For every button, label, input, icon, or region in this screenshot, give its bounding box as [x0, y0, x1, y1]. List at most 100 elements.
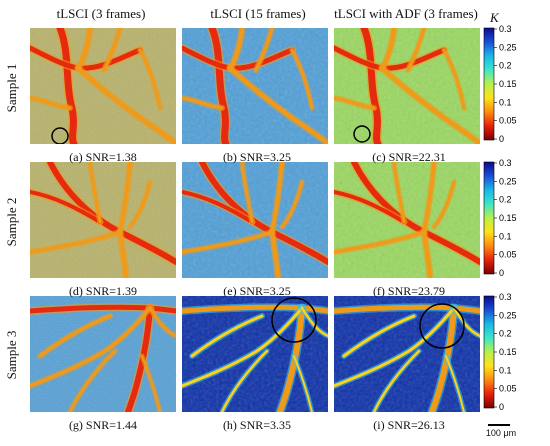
speckle-image-i [334, 296, 480, 412]
caption-c: (c) SNR=22.31 [372, 150, 446, 164]
vessel [254, 28, 274, 72]
speckle-image-e [182, 162, 328, 278]
speckle-image-g [30, 296, 176, 412]
vessel [290, 48, 314, 110]
speckle-image-f-svg [334, 162, 480, 278]
speckle-image-e-svg [182, 162, 328, 278]
row-label-1: Sample 1 [4, 63, 19, 113]
vessel [30, 304, 176, 314]
vessel [76, 66, 176, 144]
vessel [141, 355, 161, 412]
caption-a: (a) SNR=1.38 [69, 150, 137, 164]
vessel [334, 96, 376, 110]
colorbar-tick-label: 0.2 [499, 195, 512, 205]
colorbar-tick-label: 0.2 [499, 61, 512, 71]
colorbar-gradient [483, 161, 495, 275]
vessel [432, 180, 456, 229]
vessel [148, 306, 176, 338]
vessel [392, 162, 406, 224]
colorbar-tick-label: 0.15 [499, 79, 517, 89]
vessel [30, 190, 102, 224]
vessel [380, 66, 480, 144]
vessel [270, 162, 284, 234]
vessel [334, 230, 426, 254]
vessel [342, 314, 416, 358]
vessel [452, 306, 480, 338]
vessel [182, 96, 224, 110]
vessel [300, 306, 328, 338]
vessel [406, 28, 426, 72]
speckle-image-d-svg [30, 162, 176, 278]
region-circle [353, 125, 371, 143]
colorbar-tick-label: 0 [499, 268, 504, 278]
colorbar-2: 0.3 0.25 0.2 0.15 0.1 0.05 0 [483, 158, 544, 283]
vessel [88, 162, 102, 224]
vessel [190, 314, 264, 358]
colorbar-tick-label: 0.05 [499, 384, 517, 394]
speckle-image-h-svg [182, 296, 328, 412]
caption-g: (g) SNR=1.44 [68, 418, 138, 432]
vessel [102, 28, 122, 72]
vessel [30, 306, 152, 388]
vessel [334, 304, 480, 314]
speckle-image-c-svg [334, 28, 480, 144]
vessel [182, 230, 274, 254]
speckle-image-a-svg [30, 28, 176, 144]
colorbar-tick-label: 0 [499, 402, 504, 412]
colorbar-tick-label: 0.2 [499, 329, 512, 339]
vessel [422, 162, 436, 234]
speckle-image-a [30, 28, 176, 144]
colorbar-tick-label: 0.25 [499, 310, 517, 320]
column-title-1: tLSCI (3 frames) [56, 6, 146, 21]
vessel [68, 349, 117, 412]
vessel [199, 162, 328, 265]
vessel [280, 180, 304, 229]
colorbar-tick-label: 0.25 [499, 176, 517, 186]
speckle-image-i-svg [334, 296, 480, 412]
colorbar-label: K [490, 10, 499, 25]
caption-i: (i) SNR=26.13 [373, 418, 445, 432]
colorbar-3: 0.3 0.25 0.2 0.15 0.1 0.05 0 [483, 292, 544, 417]
vessel [118, 230, 128, 278]
colorbar-gradient [483, 295, 495, 409]
caption-b: (b) SNR=3.25 [222, 150, 292, 164]
vessel [30, 96, 72, 110]
scale-bar-label: 100 μm [485, 428, 517, 438]
vessel [277, 305, 305, 412]
row-label-3: Sample 3 [4, 330, 19, 380]
colorbar-tick-label: 0.05 [499, 250, 517, 260]
scale-bar [488, 424, 510, 426]
vessel [445, 355, 465, 412]
region-circle [51, 127, 69, 144]
vessel [429, 305, 457, 412]
vessel [293, 355, 313, 412]
colorbar-tick-label: 0.3 [499, 292, 512, 302]
colorbar-tick-label: 0.05 [499, 116, 517, 126]
vessel [128, 180, 152, 229]
vessel [270, 230, 280, 278]
colorbar-tick-label: 0.15 [499, 213, 517, 223]
speckle-image-b-svg [182, 28, 328, 144]
region-circle [419, 303, 465, 349]
vessel [38, 314, 112, 358]
vessel [372, 349, 421, 412]
colorbar-tick-label: 0.1 [499, 231, 512, 241]
vessel [351, 162, 480, 265]
speckle-image-h [182, 296, 328, 412]
colorbar-tick-label: 0.3 [499, 158, 512, 168]
vessel [220, 349, 269, 412]
vessel [47, 162, 176, 265]
vessel [118, 162, 132, 234]
caption-f: (f) SNR=23.79 [372, 284, 446, 298]
caption-e: (e) SNR=3.25 [223, 284, 291, 298]
column-title-2: tLSCI (15 frames) [210, 6, 306, 21]
colorbar-tick-label: 0.1 [499, 97, 512, 107]
colorbar-tick-label: 0 [499, 134, 504, 144]
vessel [182, 306, 304, 388]
caption-h: (h) SNR=3.35 [222, 418, 292, 432]
colorbar-tick-label: 0.15 [499, 347, 517, 357]
vessel [125, 305, 153, 412]
speckle-image-c [334, 28, 480, 144]
vessel [138, 48, 162, 110]
column-title-3: tLSCI with ADF (3 frames) [334, 6, 478, 21]
